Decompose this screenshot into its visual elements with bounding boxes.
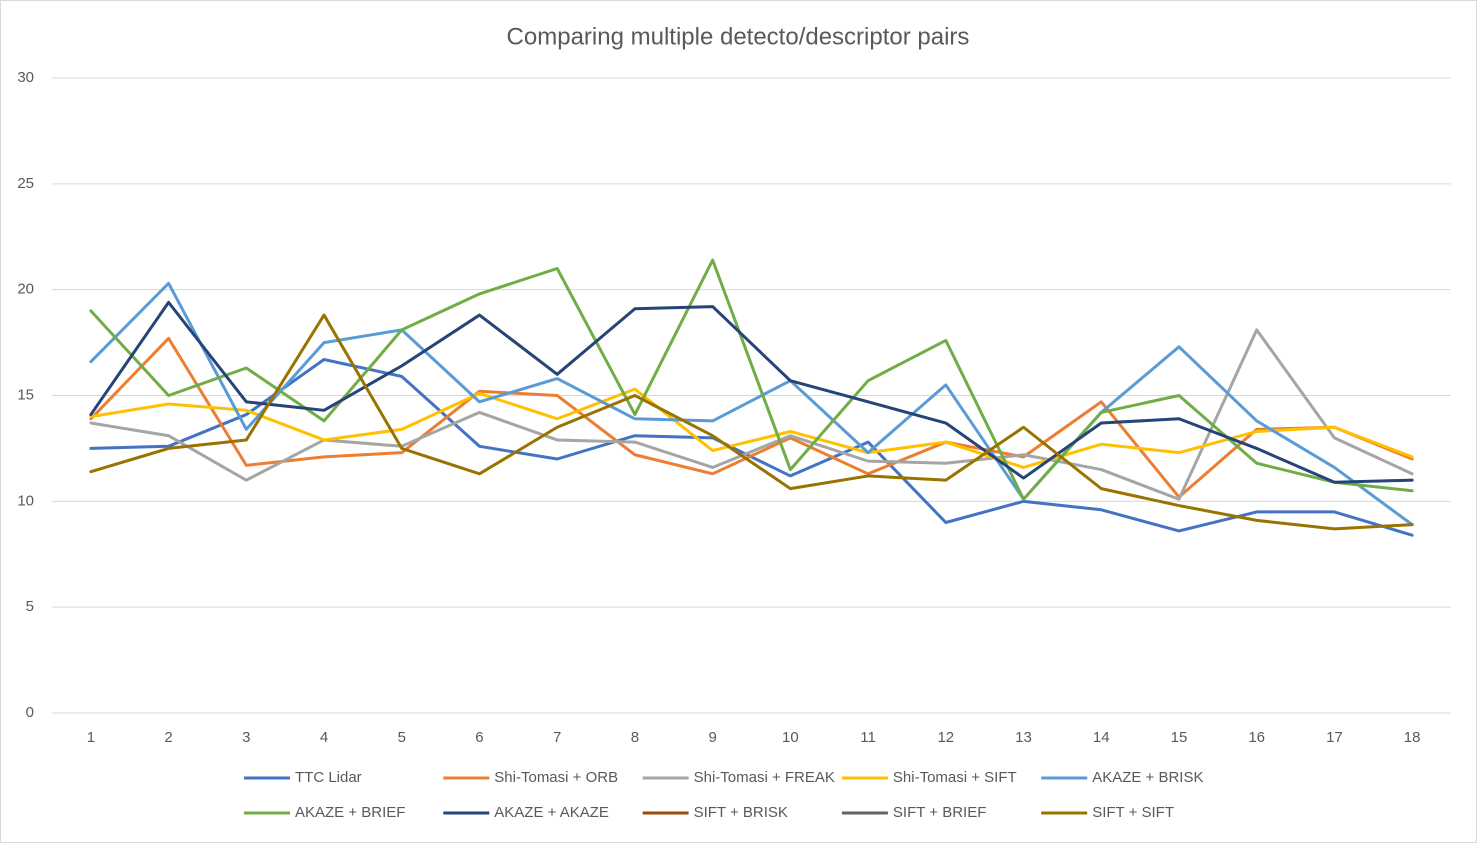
legend-label: AKAZE + BRISK (1092, 769, 1203, 786)
x-tick-label: 8 (631, 729, 639, 746)
y-tick-label: 25 (17, 175, 34, 192)
x-tick-label: 1 (87, 729, 95, 746)
x-tick-label: 4 (320, 729, 328, 746)
series-line (89, 387, 1414, 469)
y-tick-label: 10 (17, 492, 34, 509)
legend-label: Shi-Tomasi + ORB (494, 769, 618, 786)
legend-label: Shi-Tomasi + FREAK (694, 769, 835, 786)
x-tick-label: 3 (242, 729, 250, 746)
x-tick-label: 7 (553, 729, 561, 746)
series-line (89, 258, 1414, 501)
legend-label: AKAZE + AKAZE (494, 804, 609, 821)
x-tick-label: 10 (782, 729, 799, 746)
x-tick-label: 9 (708, 729, 716, 746)
x-tick-label: 14 (1093, 729, 1110, 746)
x-tick-label: 11 (860, 729, 876, 746)
legend-label: SIFT + BRISK (694, 804, 788, 821)
y-tick-label: 20 (17, 281, 34, 298)
series-line (89, 281, 1414, 527)
legend-label: SIFT + SIFT (1092, 804, 1174, 821)
x-tick-label: 15 (1171, 729, 1188, 746)
legend-label: SIFT + BRIEF (893, 804, 987, 821)
series-line (89, 336, 1414, 499)
legend-label: Shi-Tomasi + SIFT (893, 769, 1017, 786)
x-tick-label: 13 (1015, 729, 1032, 746)
legend-label: TTC Lidar (295, 769, 362, 786)
x-tick-label: 18 (1404, 729, 1421, 746)
y-tick-label: 5 (26, 598, 34, 615)
y-tick-label: 0 (26, 704, 34, 721)
x-tick-label: 12 (937, 729, 954, 746)
series-line (89, 300, 1414, 484)
x-tick-label: 6 (475, 729, 483, 746)
x-tick-label: 17 (1326, 729, 1343, 746)
x-tick-label: 16 (1248, 729, 1265, 746)
y-tick-label: 30 (17, 69, 34, 86)
x-tick-label: 2 (164, 729, 172, 746)
x-tick-label: 5 (398, 729, 406, 746)
chart-title: Comparing multiple detecto/descriptor pa… (507, 23, 970, 50)
series-line (89, 328, 1414, 501)
y-tick-label: 15 (17, 386, 34, 403)
legend-label: AKAZE + BRIEF (295, 804, 405, 821)
series-line (89, 313, 1414, 531)
